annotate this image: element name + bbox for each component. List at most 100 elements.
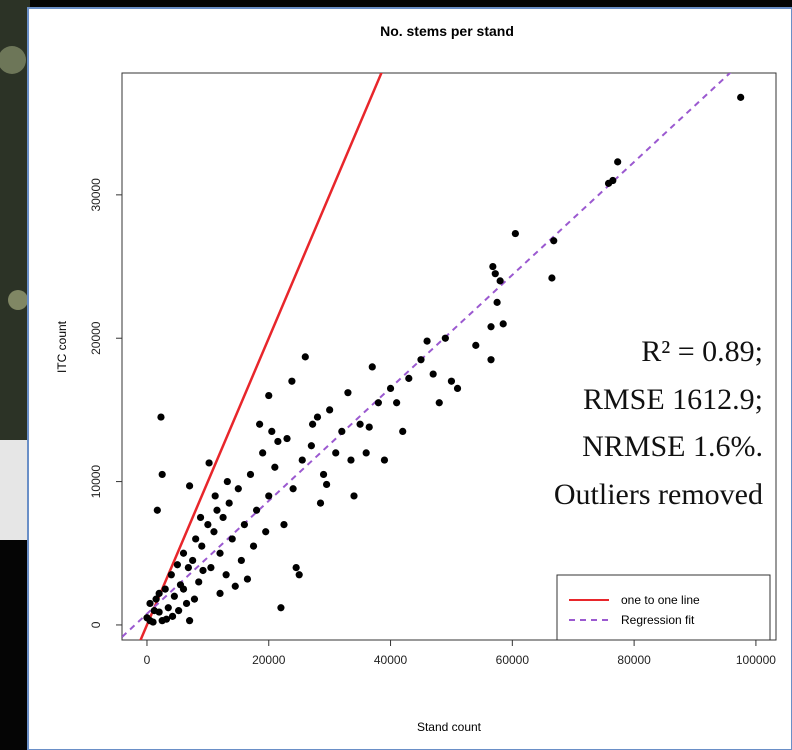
data-point — [274, 437, 282, 446]
data-point — [332, 449, 340, 457]
data-point — [550, 237, 558, 245]
data-point — [313, 413, 322, 421]
data-point — [146, 599, 154, 608]
x-tick-label: 60000 — [496, 653, 530, 667]
data-point — [472, 341, 480, 349]
data-point — [164, 604, 172, 612]
annotation: RMSE 1612.9; — [583, 383, 763, 416]
data-point — [192, 535, 200, 543]
fit-line — [139, 73, 383, 640]
data-point — [493, 298, 501, 306]
data-point — [219, 513, 227, 522]
data-point — [323, 480, 331, 489]
data-point — [259, 449, 267, 457]
data-point — [184, 564, 192, 572]
y-tick-label: 10000 — [89, 465, 103, 499]
data-point — [393, 399, 401, 407]
data-point — [347, 456, 355, 464]
data-point — [231, 582, 239, 590]
data-point — [429, 370, 437, 378]
data-point — [368, 363, 376, 371]
data-point — [240, 520, 248, 529]
data-point — [185, 482, 194, 490]
data-point — [249, 542, 258, 550]
data-point — [199, 566, 207, 575]
data-point — [204, 520, 212, 529]
data-point — [609, 176, 617, 185]
data-point — [207, 564, 215, 572]
data-point — [487, 323, 495, 331]
data-point — [737, 93, 745, 101]
image-panel — [0, 440, 30, 540]
data-point — [362, 449, 370, 457]
data-point — [237, 556, 245, 565]
data-point — [326, 406, 334, 414]
data-point — [295, 571, 303, 579]
legend-box — [556, 574, 771, 641]
data-point — [158, 470, 166, 479]
data-point — [222, 571, 230, 579]
data-point — [316, 499, 325, 507]
x-tick-label: 100000 — [736, 653, 776, 667]
data-point — [189, 556, 197, 565]
x-tick-label: 20000 — [252, 653, 286, 667]
data-point — [262, 528, 270, 536]
data-point — [213, 506, 221, 514]
data-point — [496, 277, 504, 285]
data-point — [288, 377, 296, 385]
x-tick-label: 40000 — [374, 653, 408, 667]
data-point — [182, 599, 191, 608]
data-point — [292, 564, 300, 572]
data-point — [228, 535, 236, 543]
annotation: R² = 0.89; — [641, 335, 763, 368]
data-point — [175, 607, 183, 615]
data-point — [196, 513, 205, 522]
data-point — [356, 420, 364, 428]
data-point — [173, 561, 182, 569]
plot-frame — [121, 72, 777, 641]
data-point — [234, 485, 242, 493]
data-point — [386, 384, 395, 392]
data-point — [185, 617, 194, 625]
data-point — [170, 592, 178, 600]
data-point — [216, 589, 224, 598]
x-axis-label: Stand count — [417, 720, 482, 734]
data-point — [195, 578, 203, 586]
chart-title: No. stems per stand — [380, 23, 514, 39]
data-point — [491, 270, 499, 278]
y-tick-label: 0 — [89, 621, 103, 628]
x-tick-label: 0 — [144, 653, 151, 667]
data-point — [246, 470, 255, 479]
y-tick-label: 30000 — [89, 178, 103, 212]
y-tick-label: 20000 — [89, 321, 103, 355]
data-point — [380, 456, 389, 464]
data-point — [423, 337, 431, 345]
data-point — [435, 399, 443, 407]
data-point — [499, 320, 507, 328]
data-point — [277, 604, 285, 612]
data-point — [243, 575, 252, 583]
aerial-image — [8, 290, 28, 310]
data-point — [365, 423, 373, 431]
data-point — [489, 262, 497, 271]
data-point — [157, 413, 165, 421]
data-point — [162, 615, 171, 623]
data-point — [271, 463, 279, 471]
data-point — [374, 399, 382, 407]
data-point — [211, 492, 219, 500]
data-point — [338, 427, 346, 436]
data-point — [307, 442, 315, 450]
data-point — [289, 485, 297, 493]
data-point — [447, 377, 456, 385]
data-point — [399, 427, 407, 436]
legend-label: Regression fit — [621, 613, 695, 627]
data-point — [298, 456, 306, 464]
data-point — [205, 459, 213, 467]
data-point — [216, 549, 224, 557]
data-point — [614, 158, 622, 166]
data-point — [417, 356, 425, 364]
data-point — [319, 470, 328, 479]
data-point — [198, 542, 206, 550]
aerial-image — [0, 46, 26, 74]
data-point — [179, 585, 188, 593]
